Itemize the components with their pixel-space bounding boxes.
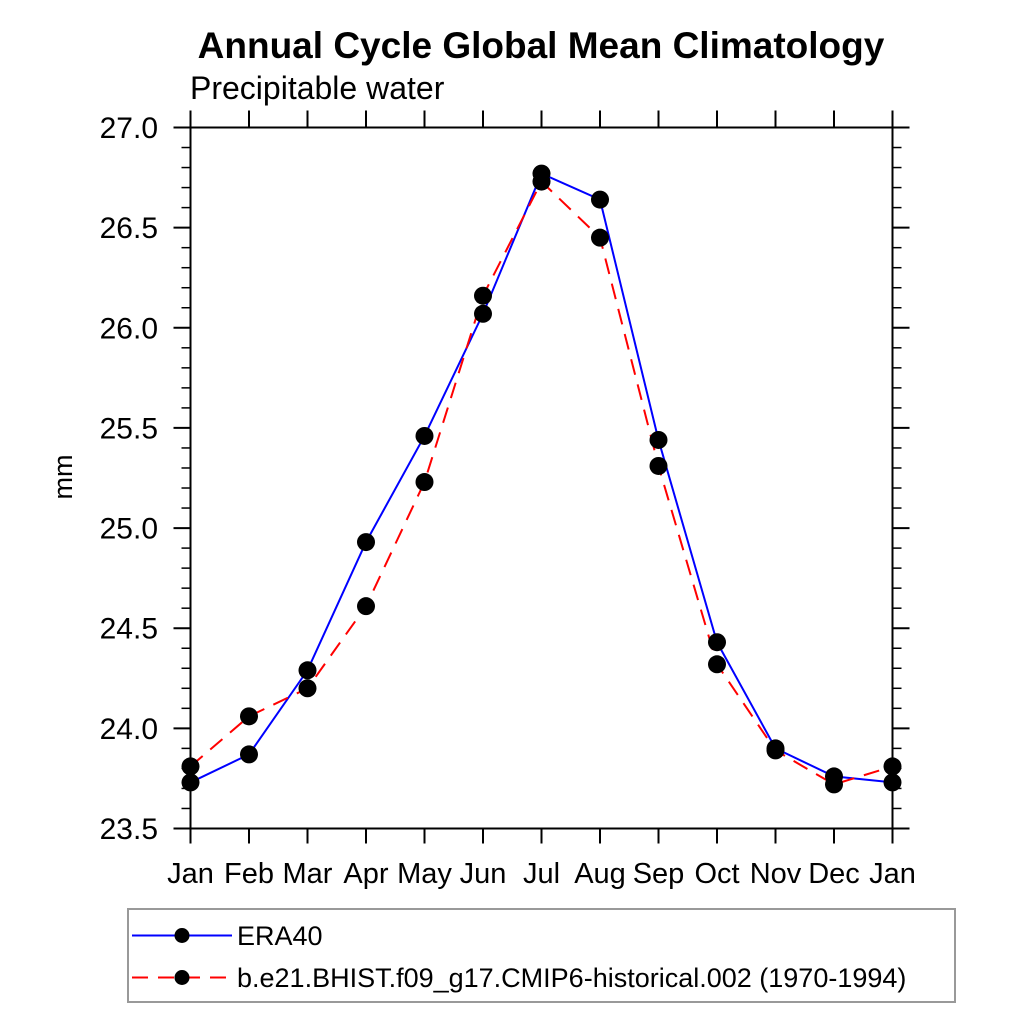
y-axis-label: mm — [48, 455, 78, 500]
data-point-marker — [298, 661, 317, 680]
y-tick-label: 27.0 — [100, 112, 158, 145]
legend-border — [127, 908, 956, 1003]
y-tick-label: 23.5 — [100, 813, 158, 846]
era40-line — [190, 172, 893, 784]
x-tick-label: Nov — [750, 858, 802, 890]
data-point-marker — [766, 741, 785, 760]
y-tick-label: 24.0 — [100, 713, 158, 746]
data-point-marker — [649, 430, 668, 449]
axis-ticks — [173, 110, 910, 844]
data-point-marker — [883, 773, 902, 792]
y-tick-label: 24.5 — [100, 613, 158, 646]
plot-frame-rect — [189, 126, 894, 830]
legend-box: ERA40 b.e21.BHIST.f09_g17.CMIP6-historic… — [127, 908, 956, 1003]
y-tick-label: 26.0 — [100, 312, 158, 345]
legend-sample-marker — [174, 928, 190, 943]
data-point-marker — [474, 304, 492, 323]
cmip6-line — [189, 179, 893, 786]
chart-title: Annual Cycle Global Mean Climatology — [198, 25, 885, 66]
data-point-marker — [708, 633, 726, 652]
x-tick-label: Feb — [224, 858, 274, 890]
data-point-marker — [357, 533, 375, 552]
data-point-marker — [298, 679, 317, 698]
series-markers — [181, 164, 902, 794]
y-tick-label: 25.0 — [100, 513, 158, 546]
data-point-marker — [181, 773, 200, 792]
x-tick-label: Jan — [167, 858, 214, 890]
data-point-marker — [825, 775, 843, 794]
data-point-marker — [591, 190, 609, 209]
legend-samples — [132, 928, 232, 985]
x-tick-label: May — [397, 858, 452, 890]
y-tick-label: 25.5 — [100, 412, 158, 445]
data-point-marker — [240, 707, 258, 726]
x-tick-label: Jan — [869, 858, 916, 890]
series-lines — [189, 172, 893, 786]
legend-label-era40: ERA40 — [237, 921, 323, 951]
data-point-marker — [649, 456, 668, 475]
data-point-marker — [240, 745, 258, 764]
data-point-marker — [532, 172, 551, 191]
data-point-marker — [591, 228, 609, 247]
x-tick-label: Jun — [460, 858, 507, 890]
plot-frame — [189, 126, 894, 830]
data-point-marker — [357, 597, 375, 616]
legend-label-cmip6: b.e21.BHIST.f09_g17.CMIP6-historical.002… — [237, 963, 906, 993]
x-tick-label: Sep — [633, 858, 685, 890]
data-point-marker — [415, 473, 434, 492]
data-point-marker — [415, 426, 434, 445]
legend-sample-marker — [174, 970, 190, 985]
x-tick-label: Dec — [808, 858, 860, 890]
chart-subtitle: Precipitable water — [190, 70, 445, 106]
x-tick-label: Aug — [574, 858, 626, 890]
x-tick-label: Mar — [283, 858, 333, 890]
x-tick-label: Oct — [694, 858, 739, 890]
axis-tick-labels: 23.5 24.0 24.5 25.0 25.5 26.0 26.5 27.0 Jan Feb Ma… — [100, 112, 916, 890]
x-tick-label: Apr — [343, 858, 388, 890]
data-point-marker — [181, 757, 200, 776]
x-tick-label: Jul — [523, 858, 560, 890]
y-tick-label: 26.5 — [100, 212, 158, 245]
data-point-marker — [883, 757, 902, 776]
data-point-marker — [708, 655, 726, 674]
data-point-marker — [474, 286, 492, 305]
